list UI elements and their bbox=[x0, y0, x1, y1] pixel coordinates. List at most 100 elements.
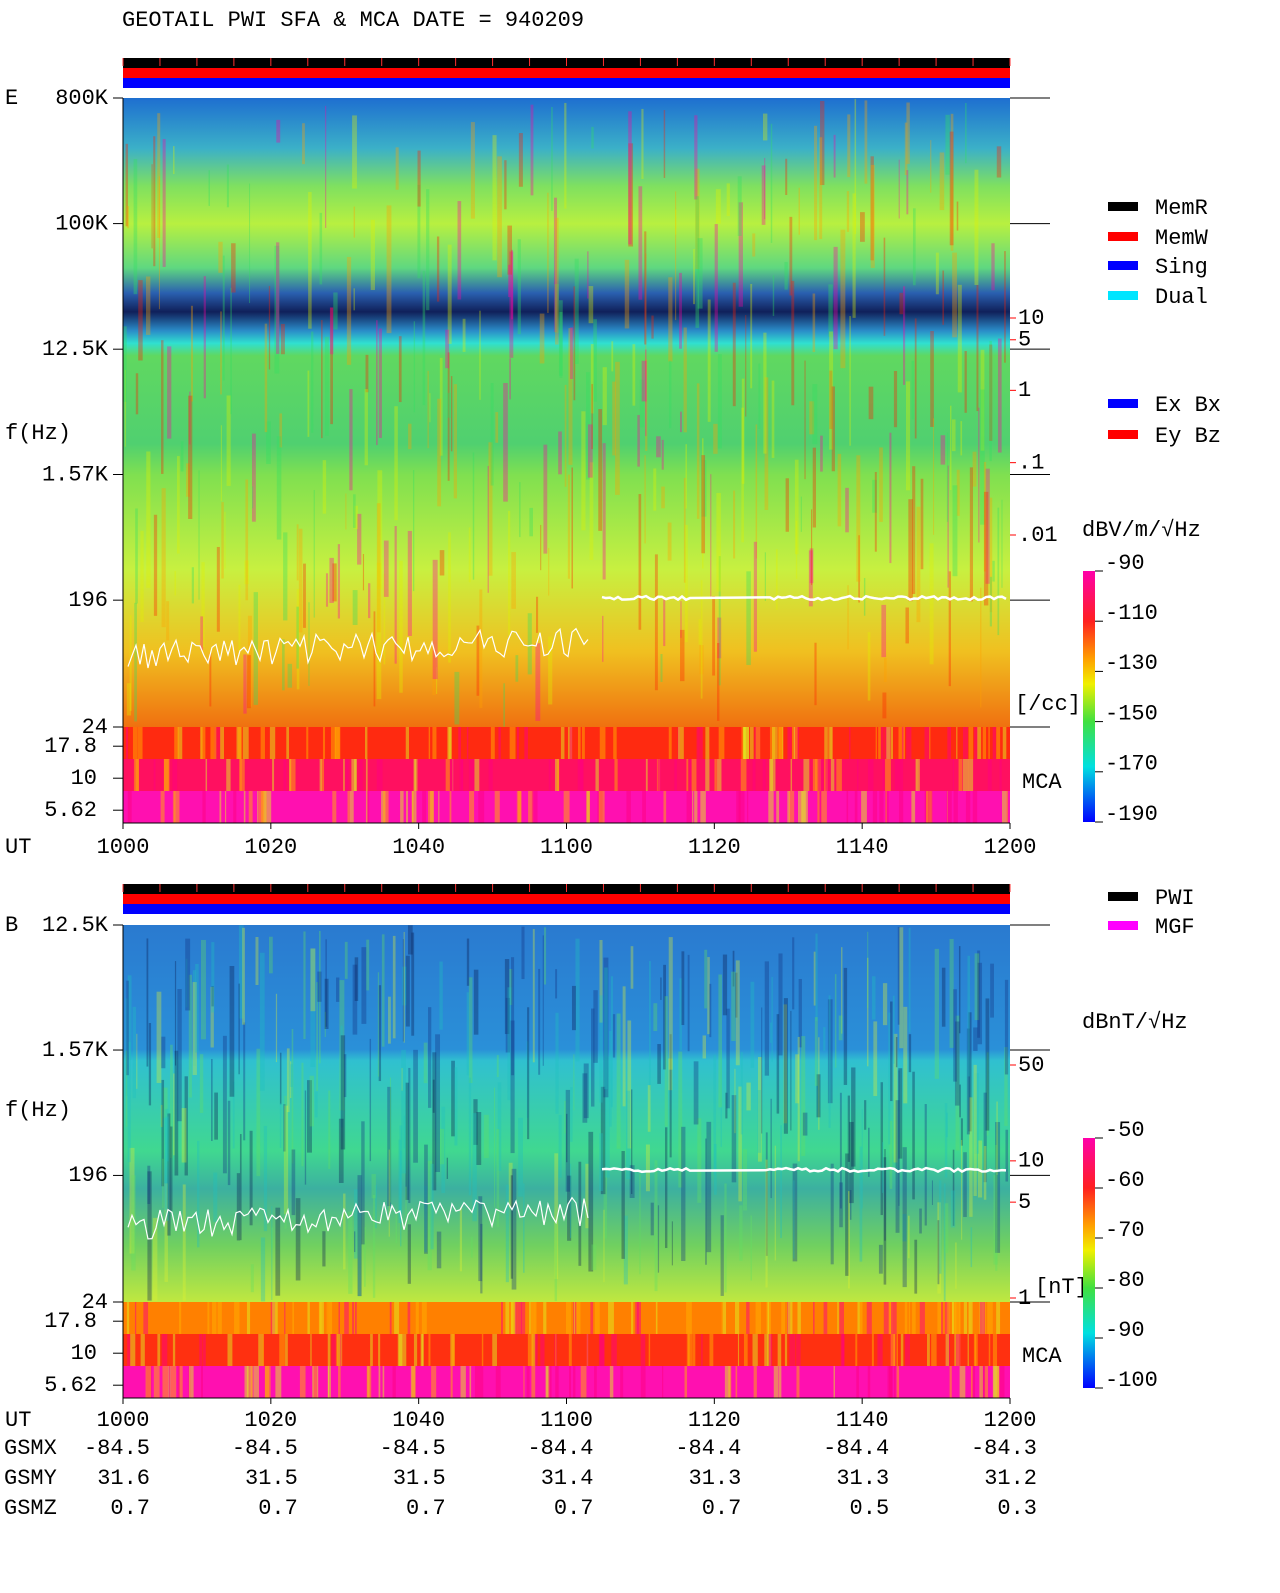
spectrogram-texture bbox=[338, 1118, 344, 1183]
legend-swatch bbox=[1108, 232, 1138, 241]
spectrogram-texture bbox=[479, 589, 483, 709]
mca-texture bbox=[778, 727, 783, 759]
spectrogram-texture bbox=[190, 305, 193, 402]
spectrogram-texture bbox=[716, 492, 721, 592]
mca-texture bbox=[705, 727, 710, 759]
spectrogram-texture bbox=[544, 927, 547, 985]
spectrogram-texture bbox=[302, 123, 305, 165]
spectrogram-texture bbox=[741, 407, 744, 543]
mca-texture bbox=[797, 1302, 801, 1334]
mca-tick-label: 10 bbox=[71, 766, 97, 791]
mca-texture bbox=[521, 1302, 526, 1334]
spectrogram-texture bbox=[570, 1087, 573, 1142]
mca-texture bbox=[338, 1366, 341, 1398]
spectrogram-texture bbox=[238, 983, 240, 1075]
spectrogram-texture bbox=[417, 150, 421, 207]
spectrogram-texture bbox=[819, 137, 823, 240]
spectrogram-texture bbox=[785, 158, 788, 196]
mca-texture bbox=[996, 727, 1001, 759]
mca-texture bbox=[531, 1334, 536, 1366]
spectrogram-texture bbox=[286, 1048, 290, 1113]
spectrogram-texture bbox=[943, 1183, 946, 1302]
x-tick-label: 1100 bbox=[540, 1408, 593, 1433]
spectrogram-texture bbox=[950, 1190, 956, 1228]
spectrogram-texture bbox=[394, 526, 397, 664]
mca-texture bbox=[1002, 727, 1007, 759]
x-tick-label: 1040 bbox=[392, 835, 445, 860]
spectrogram-texture bbox=[771, 976, 773, 1062]
mca-texture bbox=[421, 1302, 427, 1334]
mca-texture bbox=[555, 1366, 559, 1398]
spectrogram-texture bbox=[717, 617, 722, 659]
spectrogram-texture bbox=[527, 613, 532, 675]
spectrogram-texture bbox=[647, 1085, 651, 1132]
spectrogram-texture bbox=[554, 1220, 558, 1302]
mca-texture bbox=[579, 759, 583, 791]
mca-texture bbox=[573, 1366, 576, 1398]
mca-texture bbox=[340, 1334, 342, 1366]
mca-texture bbox=[820, 791, 827, 823]
mca-texture bbox=[778, 1366, 782, 1398]
mca-texture bbox=[955, 1334, 961, 1366]
spectrogram-texture bbox=[503, 683, 505, 727]
spectrogram-texture bbox=[840, 229, 846, 369]
spectrogram-texture bbox=[704, 949, 708, 1009]
spectrogram-texture bbox=[845, 1153, 849, 1276]
spectrogram-texture bbox=[627, 1020, 632, 1149]
spectrogram-texture bbox=[161, 340, 164, 474]
spectrogram-texture bbox=[180, 441, 184, 472]
right-tick-label: 50 bbox=[1018, 1053, 1044, 1078]
spectrogram-texture bbox=[684, 524, 688, 643]
spectrogram-texture bbox=[317, 971, 322, 1002]
mca-texture bbox=[306, 727, 309, 759]
mca-texture bbox=[594, 1366, 597, 1398]
spectrogram-texture bbox=[1004, 1047, 1008, 1126]
spectrogram-texture bbox=[668, 937, 673, 1070]
mca-texture bbox=[956, 727, 958, 759]
spectrogram-texture bbox=[814, 1017, 818, 1086]
spectrogram-texture bbox=[586, 372, 590, 480]
spectrogram-texture bbox=[188, 395, 193, 519]
x-tick-label: 1000 bbox=[97, 1408, 150, 1433]
spectrogram-texture bbox=[816, 1074, 821, 1118]
mca-texture bbox=[413, 1334, 418, 1366]
spectrogram-texture bbox=[291, 1028, 294, 1164]
spectrogram-texture bbox=[403, 931, 405, 1043]
spectrogram-texture bbox=[789, 216, 793, 296]
mca-texture bbox=[531, 1366, 536, 1398]
spectrogram-texture bbox=[186, 463, 190, 497]
mca-texture bbox=[244, 1366, 250, 1398]
mca-texture bbox=[987, 759, 992, 791]
mca-texture bbox=[911, 791, 914, 823]
mca-texture bbox=[801, 791, 806, 823]
spectrogram-texture bbox=[645, 349, 647, 437]
spectrogram-texture bbox=[318, 930, 321, 1064]
colorbar-tick-label: -90 bbox=[1105, 1318, 1145, 1343]
spectrogram-texture bbox=[279, 413, 283, 448]
spectrogram-texture bbox=[259, 952, 265, 1091]
spectrogram-texture bbox=[969, 1097, 973, 1217]
mca-texture bbox=[931, 1334, 937, 1366]
spectrogram-texture bbox=[664, 996, 668, 1127]
x-tick-label: 1120 bbox=[688, 1408, 741, 1433]
spectrogram-texture bbox=[660, 654, 663, 682]
mca-texture bbox=[900, 1334, 904, 1366]
spectrogram-texture bbox=[820, 435, 823, 472]
mca-texture bbox=[369, 1366, 372, 1398]
mca-texture bbox=[145, 1366, 152, 1398]
spectrogram-texture bbox=[466, 938, 470, 986]
spectrogram-texture bbox=[231, 243, 236, 293]
legend-label: MemW bbox=[1155, 226, 1209, 251]
spectrogram-texture bbox=[1005, 1129, 1009, 1182]
spectrogram-texture bbox=[221, 502, 224, 579]
legend-label: Ey Bz bbox=[1155, 424, 1221, 449]
spectrogram-texture bbox=[436, 236, 440, 302]
spectrogram-texture bbox=[772, 275, 775, 316]
spectrogram-texture bbox=[492, 135, 497, 261]
spectrogram-texture bbox=[820, 100, 825, 186]
mca-texture bbox=[422, 791, 427, 823]
mca-texture bbox=[411, 1366, 416, 1398]
spectrogram-texture bbox=[623, 1215, 628, 1285]
mca-texture bbox=[468, 759, 475, 791]
spectrogram-texture bbox=[532, 928, 535, 1063]
